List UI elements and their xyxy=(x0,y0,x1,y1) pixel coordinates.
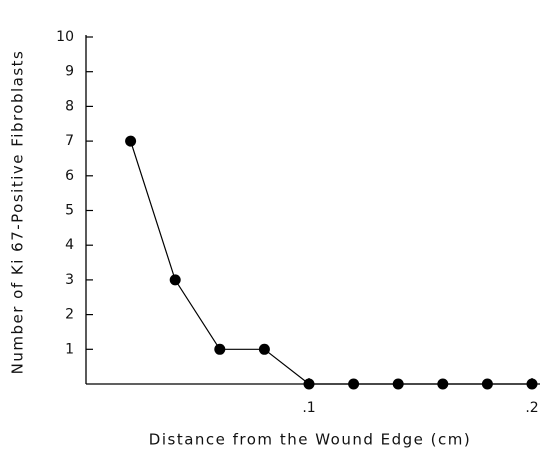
data-point xyxy=(481,378,493,390)
y-tick-label: 9 xyxy=(65,64,74,80)
data-line xyxy=(130,140,532,385)
data-point xyxy=(169,274,181,286)
data-point xyxy=(526,378,538,390)
data-point xyxy=(348,378,360,390)
y-tick-label: 5 xyxy=(65,203,74,219)
data-point xyxy=(258,343,270,355)
y-tick-label: 10 xyxy=(56,29,74,45)
data-point xyxy=(437,378,449,390)
y-tick-label: 3 xyxy=(65,272,74,288)
y-tick-label: 2 xyxy=(65,307,74,323)
x-tick-label: .2 xyxy=(525,400,538,416)
y-tick-label: 8 xyxy=(65,98,74,114)
x-axis-label: Distance from the Wound Edge (cm) xyxy=(149,431,471,449)
data-point xyxy=(303,378,315,390)
y-tick-label: 6 xyxy=(65,168,74,184)
data-point xyxy=(392,378,404,390)
data-point xyxy=(125,135,137,147)
data-point xyxy=(214,343,226,355)
y-tick-label: 7 xyxy=(65,133,74,149)
y-tick-label: 1 xyxy=(65,341,74,357)
x-tick-label: .1 xyxy=(302,400,315,416)
y-axis-label: Number of Ki 67-Positive Fibroblasts xyxy=(9,50,27,375)
y-tick-label: 4 xyxy=(65,237,74,253)
